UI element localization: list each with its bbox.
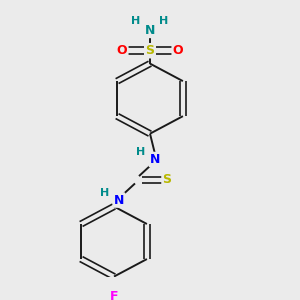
- Text: N: N: [145, 24, 155, 37]
- Text: O: O: [117, 44, 127, 57]
- Text: H: H: [131, 16, 141, 26]
- Text: F: F: [110, 290, 118, 300]
- Text: S: S: [163, 173, 172, 186]
- Text: N: N: [150, 153, 160, 166]
- Text: H: H: [100, 188, 109, 198]
- Text: H: H: [136, 147, 146, 157]
- Text: H: H: [159, 16, 169, 26]
- Text: N: N: [114, 194, 124, 206]
- Text: S: S: [146, 44, 154, 57]
- Text: O: O: [173, 44, 183, 57]
